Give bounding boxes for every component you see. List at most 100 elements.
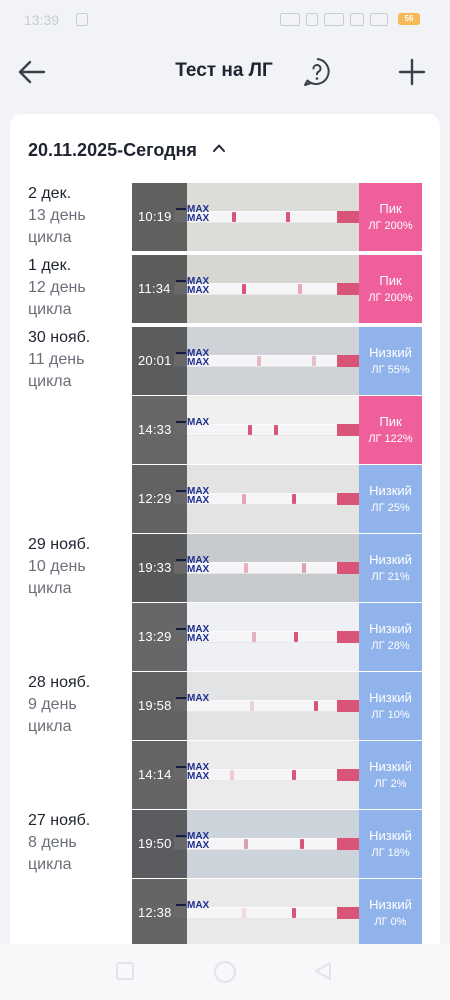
strip-end	[337, 493, 359, 505]
test-strip-photo[interactable]: MAX 14:33	[132, 396, 359, 464]
time-overlay	[132, 672, 187, 740]
strip-end	[337, 355, 359, 367]
test-row[interactable]: MAX MAX 19:33 Низкий ЛГ 21%	[132, 534, 422, 602]
test-row[interactable]: MAX MAX 13:29 Низкий ЛГ 28%	[132, 603, 422, 671]
test-strip-photo[interactable]: MAX MAX 19:50	[132, 810, 359, 878]
test-row[interactable]: MAX 12:38 Низкий ЛГ 0%	[132, 879, 422, 947]
test-row[interactable]: MAX MAX 20:01 Низкий ЛГ 55%	[132, 327, 422, 395]
test-strip-photo[interactable]: MAX MAX 13:29	[132, 603, 359, 671]
test-time: 13:29	[138, 629, 172, 644]
max-marking: MAX MAX	[187, 555, 210, 575]
home-icon[interactable]	[214, 961, 236, 983]
test-strip	[174, 631, 359, 643]
status-time: 13:39	[24, 12, 60, 28]
strip-band	[248, 425, 252, 435]
test-strip-photo[interactable]: MAX MAX 14:14	[132, 741, 359, 809]
lh-value: ЛГ 122%	[368, 433, 413, 445]
wifi-icon	[280, 13, 300, 26]
max-marking: MAX MAX	[187, 624, 210, 644]
cycle-day-label: 13 день цикла	[28, 207, 86, 246]
day-label: 1 дек. 12 день цикла	[28, 255, 138, 321]
test-row[interactable]: MAX MAX 12:29 Низкий ЛГ 25%	[132, 465, 422, 533]
add-button[interactable]	[394, 54, 430, 90]
test-row[interactable]: MAX 19:58 Низкий ЛГ 10%	[132, 672, 422, 740]
system-nav-bar	[0, 944, 450, 1000]
test-strip	[174, 769, 359, 781]
test-row[interactable]: MAX MAX 14:14 Низкий ЛГ 2%	[132, 741, 422, 809]
lh-status: Низкий	[369, 621, 412, 636]
chevron-up-icon	[213, 144, 225, 152]
strip-band	[292, 770, 296, 780]
strip-band	[274, 425, 278, 435]
test-row[interactable]: MAX MAX 19:50 Низкий ЛГ 18%	[132, 810, 422, 878]
max-marking: MAX	[187, 900, 210, 911]
day-date: 2 дек.	[28, 185, 72, 202]
max-marking: MAX MAX	[187, 348, 210, 368]
time-overlay	[132, 741, 187, 809]
lh-value: ЛГ 10%	[371, 709, 410, 721]
recent-apps-icon[interactable]	[116, 962, 134, 980]
lh-status: Низкий	[369, 897, 412, 912]
strip-band	[286, 212, 290, 222]
test-strip-photo[interactable]: MAX MAX 20:01	[132, 327, 359, 395]
strip-band	[300, 839, 304, 849]
test-strip-photo[interactable]: MAX MAX 19:33	[132, 534, 359, 602]
test-strip	[174, 562, 359, 574]
battery-icon: 56	[398, 13, 420, 25]
test-time: 19:33	[138, 560, 172, 575]
test-strip	[174, 283, 359, 295]
test-time: 14:14	[138, 767, 172, 782]
test-time: 12:38	[138, 905, 172, 920]
max-marking: MAX MAX	[187, 486, 210, 506]
lh-status: Низкий	[369, 759, 412, 774]
collapse-toggle[interactable]	[211, 140, 227, 156]
test-strip	[174, 838, 359, 850]
lh-result-badge: Низкий ЛГ 25%	[359, 465, 422, 533]
strip-band	[294, 632, 298, 642]
test-strip-photo[interactable]: MAX 12:38	[132, 879, 359, 947]
test-strip	[174, 211, 359, 223]
nav-back-icon[interactable]	[312, 960, 334, 982]
test-time: 12:29	[138, 491, 172, 506]
plus-icon	[398, 58, 426, 86]
strip-end	[337, 211, 359, 223]
lh-status: Пик	[379, 273, 402, 288]
back-button[interactable]	[14, 54, 50, 90]
test-strip-photo[interactable]: MAX 19:58	[132, 672, 359, 740]
lh-result-badge: Низкий ЛГ 18%	[359, 810, 422, 878]
max-marking: MAX	[187, 417, 210, 428]
max-marking: MAX MAX	[187, 831, 210, 851]
lh-status: Низкий	[369, 828, 412, 843]
lh-status: Низкий	[369, 345, 412, 360]
test-time: 11:34	[138, 281, 171, 296]
lh-value: ЛГ 21%	[371, 571, 410, 583]
lh-value: ЛГ 2%	[374, 778, 407, 790]
help-button[interactable]	[300, 55, 334, 89]
lh-value: ЛГ 28%	[371, 640, 410, 652]
lh-value: ЛГ 18%	[371, 847, 410, 859]
test-strip-photo[interactable]: MAX MAX 12:29	[132, 465, 359, 533]
strip-band	[302, 563, 306, 573]
cycle-day-label: 9 день цикла	[28, 696, 77, 735]
strip-band	[257, 356, 261, 366]
strip-end	[337, 907, 359, 919]
max-marking: MAX MAX	[187, 762, 210, 782]
arrow-left-icon	[18, 60, 46, 84]
lh-result-badge: Низкий ЛГ 10%	[359, 672, 422, 740]
test-row[interactable]: MAX 14:33 Пик ЛГ 122%	[132, 396, 422, 464]
test-strip-photo[interactable]: MAX MAX 10:19	[132, 183, 359, 251]
test-strip	[174, 493, 359, 505]
test-row[interactable]: MAX MAX 11:34 Пик ЛГ 200%	[132, 255, 422, 323]
time-overlay	[132, 534, 187, 602]
status-bar: 13:39 56	[0, 0, 450, 40]
max-marking: MAX	[187, 693, 210, 704]
lh-result-badge: Пик ЛГ 200%	[359, 255, 422, 323]
time-overlay	[132, 879, 187, 947]
test-strip-photo[interactable]: MAX MAX 11:34	[132, 255, 359, 323]
date-range-label[interactable]: 20.11.2025-Сегодня	[28, 140, 197, 160]
test-row[interactable]: MAX MAX 10:19 Пик ЛГ 200%	[132, 183, 422, 251]
strip-end	[337, 424, 359, 436]
time-overlay	[132, 603, 187, 671]
time-overlay	[132, 465, 187, 533]
time-overlay	[132, 255, 187, 323]
